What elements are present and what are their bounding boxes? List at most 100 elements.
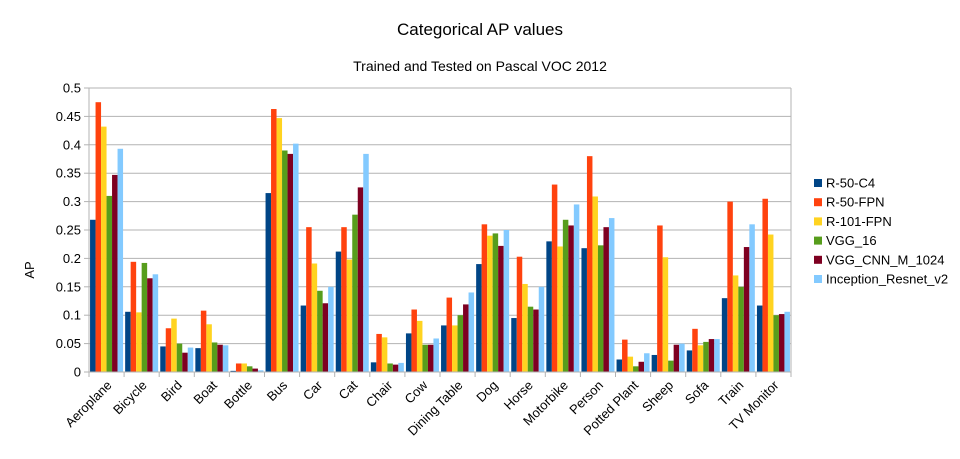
bar	[703, 341, 709, 372]
legend-swatch	[814, 217, 822, 226]
bar	[597, 245, 604, 372]
bar	[551, 184, 558, 372]
legend: R-50-C4 R-50-FPN R-101-FPN VGG_16 VGG_CNN_M_…	[814, 176, 948, 287]
bar	[708, 339, 715, 372]
legend-item: R-101-FPN	[814, 214, 892, 229]
bar	[370, 362, 377, 372]
bar	[276, 118, 283, 372]
bar	[392, 364, 399, 372]
bar	[287, 153, 294, 372]
legend-label: VGG_CNN_M_1024	[826, 252, 945, 267]
bar	[778, 314, 785, 372]
legend-item: VGG_16	[814, 233, 877, 248]
bar	[767, 234, 774, 372]
bar	[211, 342, 218, 372]
bar	[492, 233, 499, 372]
bar	[252, 368, 258, 372]
bar	[95, 102, 102, 372]
bar	[592, 196, 598, 372]
bar	[293, 143, 299, 372]
bar	[405, 333, 412, 372]
bar	[230, 370, 236, 372]
bar	[387, 363, 393, 372]
y-tick-label: 0.2	[63, 251, 81, 266]
bar	[546, 241, 552, 372]
bar	[147, 278, 153, 372]
bar	[581, 248, 587, 372]
x-category-label: Aeroplane	[62, 378, 115, 431]
series-R-50-C4	[90, 193, 763, 372]
bar	[176, 343, 183, 372]
bar	[562, 219, 569, 372]
bar	[271, 109, 277, 373]
bar	[165, 328, 172, 372]
legend-swatch	[814, 255, 822, 264]
y-tick-label: 0.35	[56, 166, 81, 181]
bar	[265, 193, 272, 372]
bar	[638, 361, 645, 372]
bar	[573, 204, 580, 372]
legend-label: Inception_Resnet_v2	[826, 272, 948, 287]
bar	[657, 225, 663, 372]
bar	[328, 286, 334, 372]
bar	[206, 324, 212, 372]
bar	[282, 150, 288, 372]
bar	[257, 370, 264, 372]
bar	[732, 275, 739, 372]
bar	[616, 359, 623, 372]
legend-label: VGG_16	[826, 233, 877, 248]
bar	[503, 230, 510, 372]
bar	[557, 246, 563, 372]
bar	[246, 366, 253, 372]
bar	[346, 259, 353, 372]
bar	[749, 224, 755, 372]
bar	[306, 227, 312, 372]
bar	[117, 148, 124, 372]
bar	[679, 343, 685, 372]
bar	[603, 227, 609, 372]
bar	[335, 251, 342, 372]
bar	[141, 262, 148, 372]
bar	[363, 153, 369, 372]
bar	[762, 198, 768, 372]
x-category-label: Sheep	[639, 378, 676, 415]
bar	[487, 235, 493, 372]
x-category-label: Dog	[473, 378, 500, 405]
y-tick-label: 0	[74, 365, 81, 380]
series-VGG_CNN_M_1024	[112, 153, 785, 372]
y-tick-label: 0.4	[63, 137, 81, 152]
bar	[101, 126, 107, 373]
y-tick-label: 0.5	[63, 81, 81, 96]
bar	[446, 297, 453, 372]
y-tick-label: 0.3	[63, 194, 81, 209]
gridlines	[84, 87, 791, 373]
series-R-50-FPN	[95, 102, 768, 373]
bar	[738, 286, 744, 372]
bar	[200, 310, 207, 372]
bar	[773, 315, 779, 372]
bar	[136, 312, 142, 372]
bar	[468, 292, 475, 372]
bar	[622, 339, 628, 372]
x-category-label: Train	[715, 378, 746, 409]
legend-label: R-50-C4	[826, 176, 875, 191]
y-tick-label: 0.45	[56, 109, 81, 124]
x-category-label: Chair	[363, 377, 396, 410]
bar	[171, 318, 177, 372]
bar	[633, 366, 639, 372]
bar	[644, 353, 650, 372]
x-category-label: Boat	[190, 377, 220, 407]
bar	[662, 257, 669, 372]
legend-swatch	[814, 236, 822, 245]
bar	[376, 333, 382, 372]
bar	[112, 174, 118, 372]
bar	[433, 338, 439, 372]
bar	[714, 339, 720, 372]
y-axis-label: AP	[22, 261, 37, 278]
bar	[106, 195, 113, 372]
bar	[692, 328, 698, 372]
bar	[727, 201, 733, 372]
bar	[422, 344, 428, 372]
bar	[398, 362, 404, 372]
